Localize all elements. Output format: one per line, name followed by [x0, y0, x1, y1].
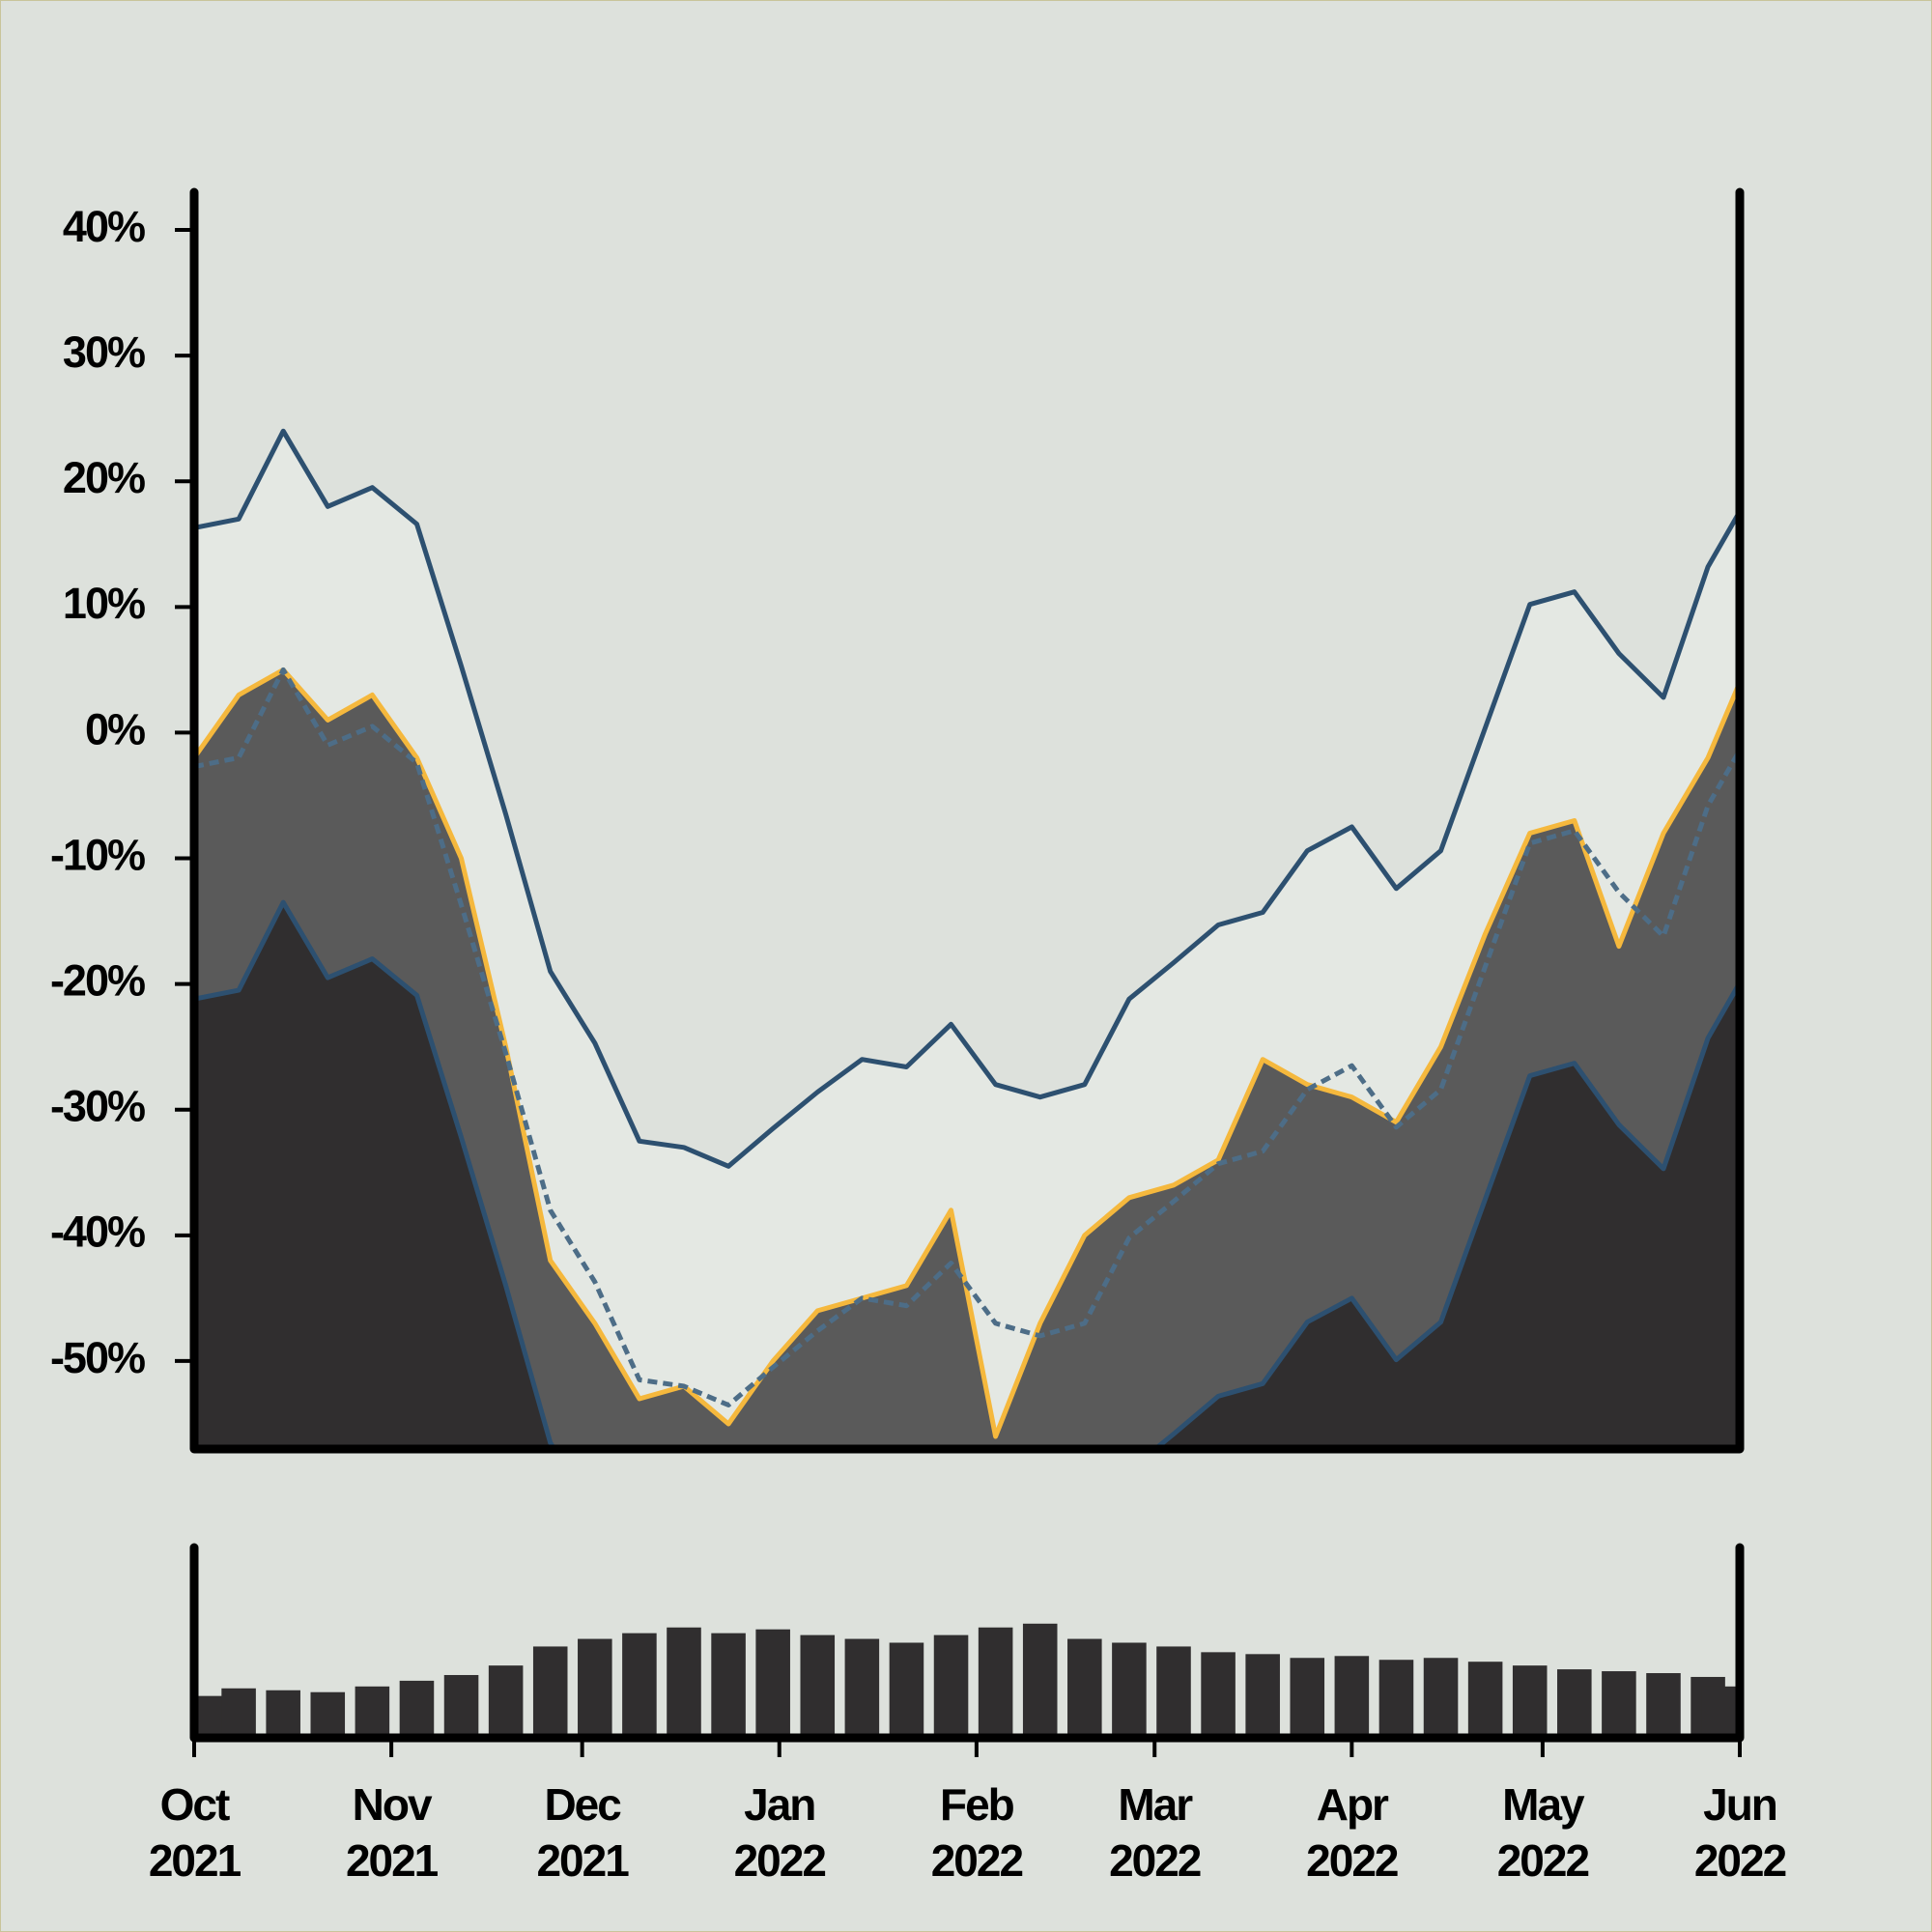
line	[194, 899, 1740, 1449]
axis-frame	[189, 1543, 1745, 1743]
x-tick-label: May 2022	[1496, 1779, 1590, 1886]
volume-bar	[1201, 1652, 1236, 1738]
volume-bar	[310, 1691, 346, 1738]
volume-bar	[1423, 1658, 1459, 1738]
volume-bar	[1467, 1662, 1503, 1738]
volume-bar	[1156, 1646, 1191, 1738]
volume-bar	[488, 1665, 524, 1738]
area	[194, 902, 1740, 1449]
volume-bar	[1557, 1669, 1592, 1738]
volume-bar	[1067, 1638, 1102, 1738]
y-tick-label: 0%	[85, 704, 145, 753]
volume-bar	[622, 1633, 657, 1738]
y-tick-label: -10%	[50, 830, 145, 879]
volume-bar	[667, 1627, 701, 1738]
x-tick-label: Jan 2022	[733, 1779, 827, 1886]
x-tick-label: Jun 2022	[1693, 1779, 1787, 1886]
volume-bar	[978, 1627, 1013, 1738]
volume-bar	[532, 1646, 568, 1738]
volume-bar	[711, 1633, 746, 1738]
y-tick-label: 10%	[63, 579, 145, 628]
volume-bar	[443, 1674, 479, 1738]
volume-bar	[1512, 1665, 1548, 1738]
line	[194, 667, 1740, 1439]
volume-bar	[1290, 1658, 1325, 1738]
volume-bar	[355, 1686, 390, 1738]
y-tick-label: -30%	[50, 1082, 145, 1131]
x-tick-label: Apr 2022	[1306, 1779, 1399, 1886]
volume-bar	[1602, 1671, 1636, 1738]
volume-bar	[755, 1629, 790, 1738]
volume-bar	[889, 1642, 924, 1738]
volume-bar	[1245, 1654, 1280, 1738]
volume-bar	[933, 1634, 969, 1738]
x-tick-label: Mar 2022	[1109, 1779, 1202, 1886]
volume-bar	[221, 1688, 256, 1738]
volume-bar	[1378, 1660, 1414, 1738]
volume-bar	[1022, 1623, 1058, 1738]
axis-frame	[189, 187, 1745, 1454]
line	[194, 428, 1740, 1169]
x-tick-label: Oct 2021	[148, 1779, 242, 1886]
y-tick-label: 40%	[63, 202, 145, 251]
volume-bar	[266, 1690, 300, 1738]
area	[194, 669, 1740, 1449]
volume-bar	[399, 1680, 435, 1738]
x-tick-label: Nov 2021	[345, 1779, 439, 1886]
x-tick-label: Feb 2022	[930, 1779, 1024, 1886]
volume-bar	[1646, 1673, 1681, 1738]
volume-bar	[1701, 1686, 1736, 1738]
volume-bar	[800, 1634, 836, 1738]
plot-area	[194, 428, 1740, 1449]
y-tick-label: 20%	[63, 453, 145, 502]
y-tick-label: -50%	[50, 1333, 145, 1382]
y-tick-label: 30%	[63, 327, 145, 377]
x-tick-label: Dec 2021	[536, 1779, 629, 1886]
y-tick-label: -20%	[50, 956, 145, 1006]
y-tick-label: -40%	[50, 1208, 145, 1257]
volume-bar	[578, 1638, 612, 1738]
volume-bar	[1334, 1656, 1370, 1738]
volume-bar	[1112, 1642, 1147, 1738]
volume-bar	[844, 1638, 880, 1738]
